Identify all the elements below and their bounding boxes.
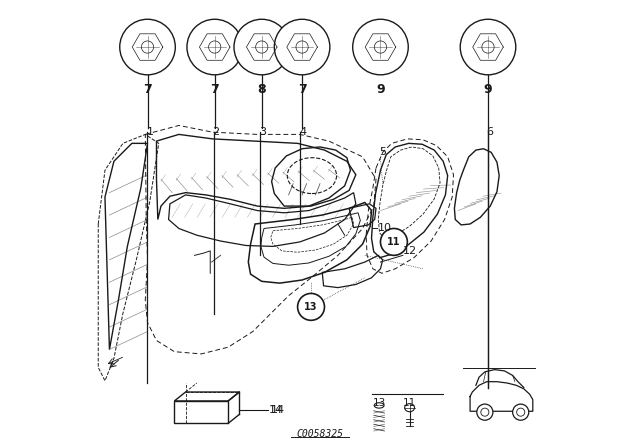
Text: 9: 9: [484, 83, 492, 96]
Text: 7: 7: [298, 83, 307, 96]
Circle shape: [477, 404, 493, 420]
Text: 13: 13: [304, 302, 318, 312]
Text: 5: 5: [379, 147, 386, 157]
Text: 7: 7: [143, 83, 152, 96]
Circle shape: [234, 19, 289, 75]
Text: 13: 13: [372, 398, 386, 408]
Text: 3: 3: [260, 127, 266, 137]
Circle shape: [275, 19, 330, 75]
Circle shape: [460, 19, 516, 75]
Circle shape: [513, 404, 529, 420]
Circle shape: [120, 19, 175, 75]
Circle shape: [209, 41, 221, 53]
Circle shape: [353, 19, 408, 75]
Text: 11: 11: [403, 398, 416, 408]
Text: 11: 11: [387, 237, 401, 247]
Circle shape: [255, 41, 268, 53]
Circle shape: [380, 228, 408, 255]
Text: 2: 2: [212, 127, 220, 137]
Circle shape: [374, 41, 387, 53]
Circle shape: [482, 41, 494, 53]
Text: 9: 9: [376, 83, 385, 96]
Circle shape: [298, 293, 324, 320]
Text: 12: 12: [403, 246, 417, 256]
Text: 7: 7: [211, 83, 219, 96]
Text: 1: 1: [147, 127, 154, 137]
Text: 10: 10: [378, 224, 391, 233]
Text: 14: 14: [269, 405, 283, 415]
Circle shape: [141, 41, 154, 53]
Text: C0058325: C0058325: [296, 429, 344, 439]
Text: 14: 14: [271, 405, 285, 415]
Text: 4: 4: [300, 127, 307, 137]
Text: 8: 8: [257, 83, 266, 96]
Circle shape: [187, 19, 243, 75]
Circle shape: [296, 41, 308, 53]
Text: 6: 6: [486, 127, 493, 137]
